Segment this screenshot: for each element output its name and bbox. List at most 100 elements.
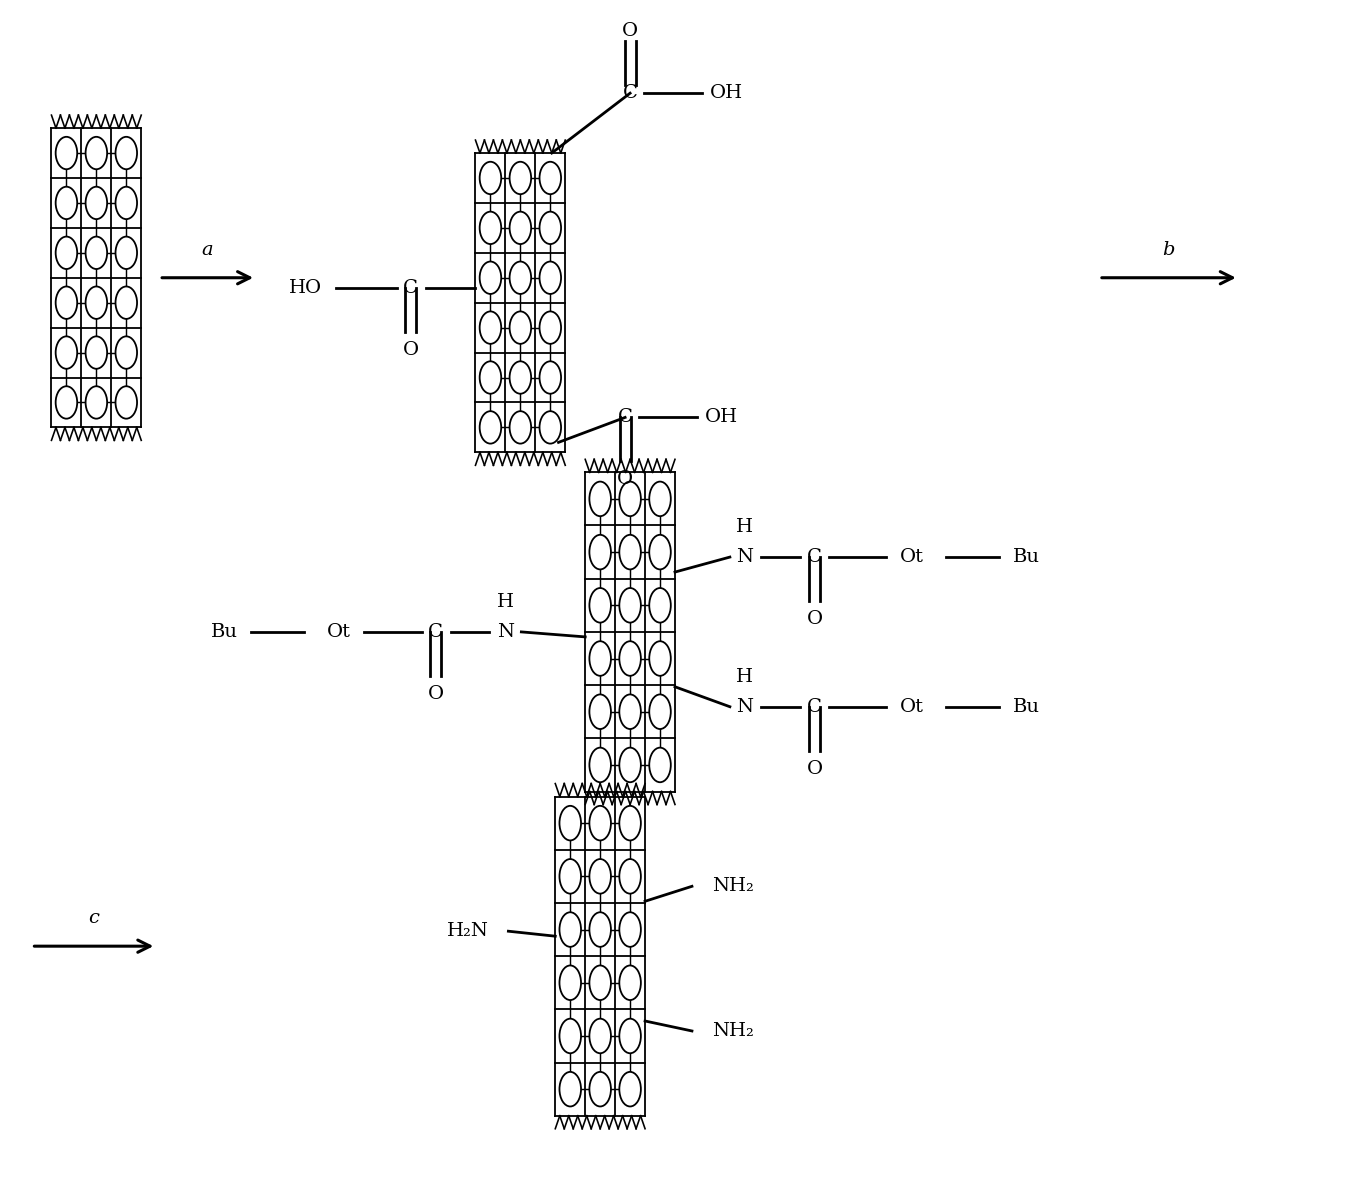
Text: H₂N: H₂N: [447, 922, 489, 940]
Ellipse shape: [86, 186, 108, 220]
Ellipse shape: [479, 361, 501, 394]
Ellipse shape: [590, 1018, 611, 1053]
Ellipse shape: [590, 694, 611, 729]
Text: Ot: Ot: [899, 698, 923, 716]
Text: OH: OH: [705, 408, 739, 426]
Text: c: c: [89, 909, 100, 927]
Ellipse shape: [510, 261, 532, 294]
Text: C: C: [623, 84, 638, 102]
Ellipse shape: [649, 641, 670, 675]
Text: Bu: Bu: [1012, 548, 1039, 566]
Text: O: O: [428, 685, 444, 703]
Ellipse shape: [116, 236, 137, 269]
Ellipse shape: [86, 386, 108, 419]
Text: b: b: [1163, 241, 1175, 259]
Ellipse shape: [540, 311, 561, 344]
Ellipse shape: [560, 913, 581, 947]
Ellipse shape: [479, 311, 501, 344]
Text: HO: HO: [289, 279, 323, 297]
Text: O: O: [806, 760, 822, 777]
Ellipse shape: [619, 859, 641, 894]
Ellipse shape: [86, 286, 108, 319]
Text: Bu: Bu: [1012, 698, 1039, 716]
Ellipse shape: [55, 386, 77, 419]
Ellipse shape: [649, 694, 670, 729]
Ellipse shape: [510, 411, 532, 444]
Ellipse shape: [619, 588, 641, 623]
Text: Ot: Ot: [327, 623, 351, 641]
Ellipse shape: [590, 859, 611, 894]
Text: N: N: [497, 623, 514, 641]
Text: C: C: [808, 548, 822, 566]
Ellipse shape: [619, 482, 641, 516]
Ellipse shape: [55, 236, 77, 269]
Text: a: a: [202, 241, 214, 259]
Ellipse shape: [619, 535, 641, 570]
Text: O: O: [616, 470, 633, 488]
Ellipse shape: [86, 137, 108, 170]
Text: NH₂: NH₂: [712, 1022, 754, 1040]
Ellipse shape: [116, 186, 137, 220]
Ellipse shape: [590, 965, 611, 999]
Text: C: C: [404, 279, 419, 297]
Ellipse shape: [86, 336, 108, 369]
Ellipse shape: [116, 286, 137, 319]
Ellipse shape: [510, 211, 532, 245]
Ellipse shape: [619, 641, 641, 675]
Ellipse shape: [590, 535, 611, 570]
Ellipse shape: [619, 913, 641, 947]
Text: NH₂: NH₂: [712, 877, 754, 895]
Ellipse shape: [619, 1072, 641, 1106]
Ellipse shape: [540, 161, 561, 195]
Ellipse shape: [590, 1072, 611, 1106]
Ellipse shape: [560, 806, 581, 840]
Ellipse shape: [479, 411, 501, 444]
Text: C: C: [808, 698, 822, 716]
Ellipse shape: [116, 386, 137, 419]
Ellipse shape: [649, 482, 670, 516]
Ellipse shape: [540, 261, 561, 294]
Ellipse shape: [540, 411, 561, 444]
Ellipse shape: [560, 1072, 581, 1106]
Ellipse shape: [560, 1018, 581, 1053]
Ellipse shape: [649, 588, 670, 623]
Ellipse shape: [590, 482, 611, 516]
Ellipse shape: [590, 913, 611, 947]
Text: OH: OH: [711, 84, 743, 102]
Ellipse shape: [590, 641, 611, 675]
Ellipse shape: [55, 186, 77, 220]
Ellipse shape: [479, 211, 501, 245]
Ellipse shape: [116, 137, 137, 170]
Ellipse shape: [55, 137, 77, 170]
Text: H: H: [736, 668, 754, 686]
Ellipse shape: [649, 535, 670, 570]
Ellipse shape: [510, 361, 532, 394]
Ellipse shape: [649, 748, 670, 782]
Text: H: H: [736, 519, 754, 537]
Text: O: O: [622, 23, 638, 40]
Ellipse shape: [560, 965, 581, 999]
Text: C: C: [618, 408, 633, 426]
Ellipse shape: [619, 694, 641, 729]
Text: Ot: Ot: [899, 548, 923, 566]
Ellipse shape: [55, 336, 77, 369]
Ellipse shape: [619, 806, 641, 840]
Ellipse shape: [590, 748, 611, 782]
Text: H: H: [497, 594, 514, 611]
Text: O: O: [806, 610, 822, 628]
Text: Bu: Bu: [210, 623, 237, 641]
Text: O: O: [402, 341, 419, 358]
Ellipse shape: [55, 286, 77, 319]
Ellipse shape: [560, 859, 581, 894]
Text: N: N: [736, 548, 754, 566]
Ellipse shape: [479, 161, 501, 195]
Ellipse shape: [116, 336, 137, 369]
Ellipse shape: [619, 965, 641, 999]
Ellipse shape: [86, 236, 108, 269]
Ellipse shape: [619, 748, 641, 782]
Ellipse shape: [510, 161, 532, 195]
Text: C: C: [428, 623, 443, 641]
Ellipse shape: [590, 806, 611, 840]
Ellipse shape: [540, 211, 561, 245]
Ellipse shape: [540, 361, 561, 394]
